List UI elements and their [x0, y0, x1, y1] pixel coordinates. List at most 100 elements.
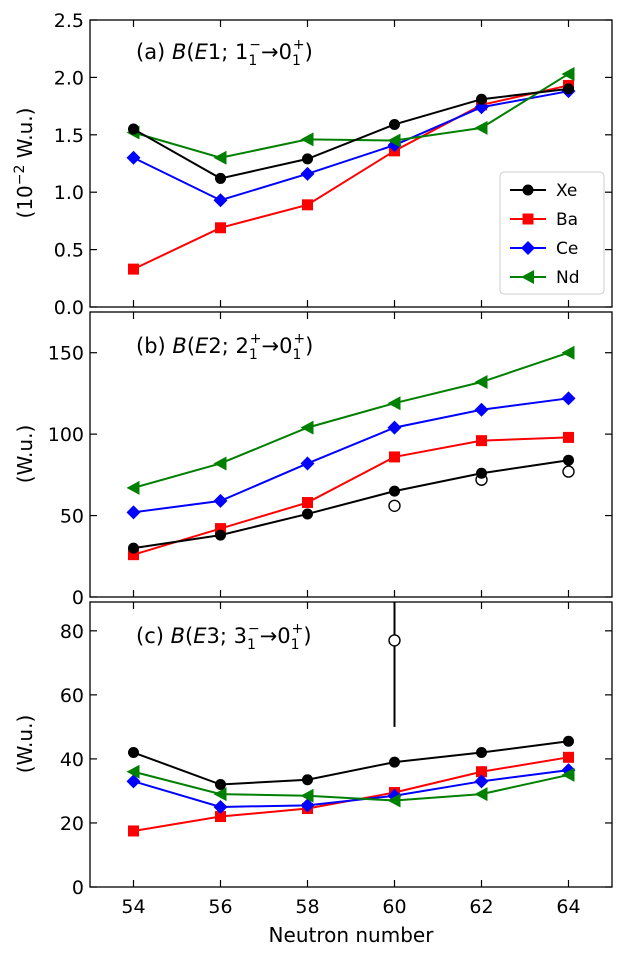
panel-c-line-nd: [133, 770, 569, 802]
panel-a: 0.0 0.5 1.0 1.5 2.0 2.5 (a) B(E1; 11−→01+) (1…: [12, 10, 613, 319]
panel-a-point-ce: [213, 193, 228, 208]
panel-b-exp-point: [562, 465, 575, 478]
panel-a-point-nd: [474, 120, 488, 135]
panel-b-point-xe: [215, 529, 226, 541]
panel-b-frame: [89, 311, 613, 598]
legend-marker-ce: [521, 241, 535, 255]
panel-b-ytick-label: 150: [48, 343, 84, 365]
panel-b-line-nd: [133, 351, 569, 489]
panel-a-point-ba: [128, 263, 139, 275]
panel-a-ytick-label: 1.5: [54, 125, 84, 147]
legend-box: [499, 171, 605, 295]
panel-a-line-nd: [133, 73, 570, 159]
panel-b-point-nd: [561, 345, 575, 360]
panel-c-point-nd: [300, 788, 314, 803]
legend-label-nd: Nd: [556, 268, 580, 288]
panel-a-point-nd: [387, 133, 401, 148]
panel-a-point-xe: [215, 172, 226, 184]
panel-a-point-nd: [213, 150, 227, 165]
panel-a-point-xe: [302, 153, 313, 165]
panel-b-ytick-label: 0: [72, 587, 84, 609]
panel-b-line-ce: [133, 397, 569, 514]
panel-c-ytick-label: 0: [72, 877, 84, 899]
panel-c-point-nd: [126, 764, 140, 779]
panel-c-ylabel: (W.u.): [13, 715, 37, 773]
panel-c-point-nd: [561, 767, 575, 782]
panel-c-point-ba: [128, 825, 139, 837]
panel-a-point-xe: [389, 118, 400, 130]
panel-c-point-nd: [474, 787, 488, 802]
x-axis-label: Neutron number: [269, 923, 435, 947]
panel-b-point-xe: [128, 542, 139, 554]
panel-b-ylabel: (W.u.): [13, 425, 37, 483]
panel-b-point-xe: [476, 467, 487, 479]
panel-b-point-nd: [387, 396, 401, 411]
panel-c-line-ba: [133, 756, 569, 832]
panel-a-point-nd: [300, 132, 314, 147]
panel-c-point-nd: [387, 793, 401, 808]
panel-c-point-ce: [213, 799, 228, 814]
panel-a-point-xe: [476, 93, 487, 105]
panel-b-line-xe: [133, 459, 569, 550]
panel-b-exp-point: [388, 499, 401, 512]
panel-b-ytick-label: 100: [48, 424, 84, 446]
panel-b-point-ba: [563, 431, 574, 443]
panel-b-point-ce: [126, 505, 141, 520]
panel-c-point-xe: [128, 747, 139, 759]
panel-b-point-xe: [563, 454, 574, 466]
panel-b-point-nd: [474, 375, 488, 390]
panel-a-point-ce: [126, 150, 141, 165]
panel-b: 0 50 100 150 (b) B(E2; 21+→01+) (W.u.): [13, 311, 613, 609]
panel-a-ytick-label: 1.0: [54, 182, 84, 204]
x-tick-label: 58: [295, 896, 319, 918]
x-tick-label: 64: [556, 896, 580, 918]
panel-b-point-nd: [300, 420, 314, 435]
panel-c-ytick-label: 80: [60, 621, 84, 643]
panel-c-point-ce: [126, 774, 141, 789]
legend-label-xe: Xe: [556, 181, 577, 201]
legend-label-ce: Ce: [556, 239, 578, 259]
panel-b-point-nd: [126, 480, 140, 495]
panel-a-point-ce: [474, 100, 489, 115]
panel-c-point-nd: [213, 787, 227, 802]
panel-b-point-ba: [302, 497, 313, 509]
panel-c-line-xe: [133, 740, 569, 786]
panel-b-point-ce: [300, 456, 315, 471]
legend-label-ba: Ba: [556, 210, 578, 230]
panel-b-title: (b) B(E2; 21+→01+): [136, 331, 313, 363]
panel-c-point-xe: [476, 747, 487, 759]
panel-c-point-xe: [389, 756, 400, 768]
panel-b-point-ce: [474, 402, 489, 417]
panel-c-point-xe: [215, 779, 226, 791]
panel-a-line-ba: [133, 84, 569, 271]
panel-b-point-ba: [389, 451, 400, 463]
legend-marker-xe: [522, 184, 534, 196]
panel-a-ytick-label: 2.0: [54, 67, 84, 89]
panel-a-line-ce: [133, 90, 569, 202]
panel-c-point-xe: [563, 735, 574, 747]
panel-b-point-nd: [213, 456, 227, 471]
panel-c-point-ce: [474, 774, 489, 789]
legend: Xe Ba Ce Nd: [499, 171, 605, 295]
panel-c: 0 20 40 60 80 54 56 58 60 62 64 (c) B(E3; 31−→01+)…: [13, 601, 613, 918]
panel-b-point-xe: [389, 485, 400, 497]
panel-c-ytick-label: 40: [60, 749, 84, 771]
panel-a-point-nd: [561, 66, 575, 81]
x-tick-label: 62: [469, 896, 493, 918]
x-tick-label: 54: [121, 896, 145, 918]
panel-c-title: (c) B(E3; 31−→01+): [136, 621, 312, 653]
panel-b-point-ce: [213, 493, 228, 508]
panel-b-point-ce: [387, 420, 402, 435]
panel-a-point-ba: [215, 222, 226, 234]
panel-a-ytick-label: 2.5: [54, 10, 84, 32]
panel-c-line-ce: [133, 769, 569, 808]
legend-marker-nd: [521, 270, 534, 284]
panel-a-title: (a) B(E1; 11−→01+): [136, 37, 313, 69]
panel-b-line-ba: [133, 436, 569, 556]
panel-c-frame: [89, 601, 613, 888]
panel-a-point-xe: [563, 83, 574, 95]
panel-b-ytick-label: 50: [60, 506, 84, 528]
panel-a-ylabel: (10−2 W.u.): [12, 108, 37, 219]
panel-b-point-ba: [476, 435, 487, 447]
panel-c-ytick-label: 20: [60, 813, 84, 835]
